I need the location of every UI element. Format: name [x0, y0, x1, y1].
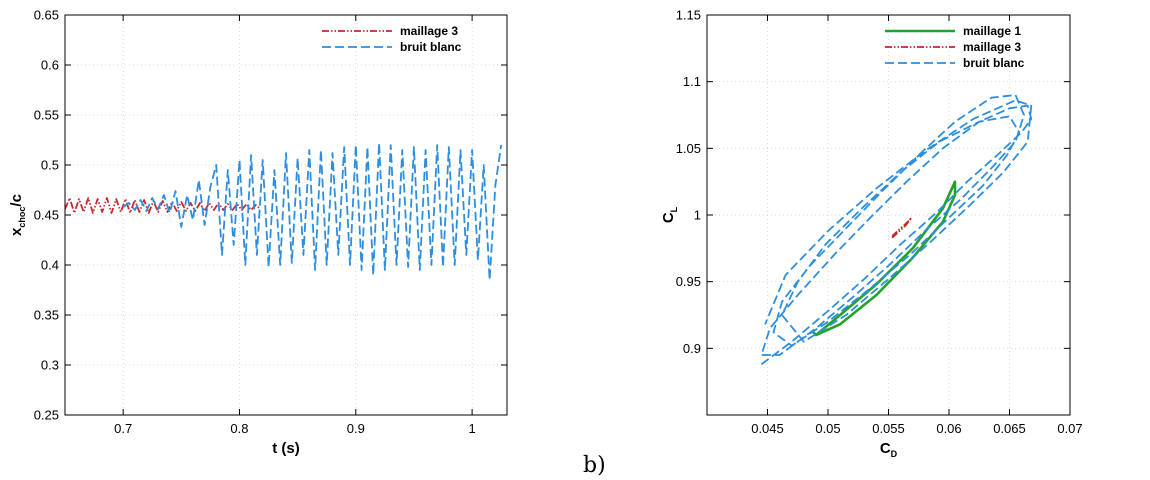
label-suffix: /c — [8, 194, 25, 207]
y-tick-label: 0.6 — [41, 58, 59, 73]
x-tick-label: 0.8 — [230, 421, 248, 436]
x-tick-label: 0.06 — [936, 421, 961, 436]
label-subscript: D — [891, 449, 898, 459]
y-tick-label: 0.95 — [676, 274, 701, 289]
label-main: t (s) — [272, 440, 300, 457]
chart-xchoc-vs-time: 0.7 0.8 0.9 1 0.25 0.3 0.35 0.4 0.45 0.5 0.55 0.6 0.… — [8, 8, 508, 457]
y-tick-label: 0.5 — [41, 158, 59, 173]
label-main: C — [880, 440, 891, 457]
y-tick-label: 0.9 — [683, 341, 701, 356]
legend: maillage 1 maillage 3 bruit blanc — [885, 24, 1025, 70]
x-tick-label: 0.065 — [993, 421, 1026, 436]
label-subscript: choc — [17, 207, 27, 228]
grid — [65, 14, 507, 416]
label-main: C — [660, 212, 677, 223]
x-tick-label: 1 — [468, 421, 475, 436]
y-tick-label: 1.15 — [676, 8, 701, 23]
x-tick-label: 0.9 — [347, 421, 365, 436]
x-tick-label: 0.07 — [1057, 421, 1082, 436]
y-tick-label: 1.05 — [676, 141, 701, 156]
y-tick-label: 0.25 — [34, 408, 59, 423]
grid — [707, 14, 1071, 415]
legend-label: bruit blanc — [400, 40, 462, 54]
y-tick-label: 0.3 — [41, 358, 59, 373]
y-axis-label: CL — [660, 206, 679, 223]
y-tick-label: 0.45 — [34, 208, 59, 223]
series-line-maillage-3 — [891, 216, 913, 239]
series-line-bruit-blanc — [122, 142, 503, 281]
y-axis-label: xchoc/c — [8, 194, 27, 236]
series-line-maillage-3 — [65, 197, 261, 214]
x-tick-label: 0.05 — [815, 421, 840, 436]
series-group — [760, 94, 1033, 366]
legend-label: maillage 3 — [963, 40, 1021, 54]
series-group — [65, 142, 503, 281]
legend-label: maillage 3 — [400, 24, 458, 38]
y-tick-label: 0.55 — [34, 108, 59, 123]
y-tick-label: 0.65 — [34, 8, 59, 23]
legend-label: bruit blanc — [963, 56, 1025, 70]
label-main: x — [8, 227, 25, 236]
series-line-bruit-blanc — [760, 94, 1033, 366]
label-subscript: L — [669, 206, 679, 212]
y-tick-label: 0.35 — [34, 308, 59, 323]
series-line-maillage-1 — [812, 180, 957, 337]
x-axis-label: t (s) — [272, 440, 300, 457]
y-tick-label: 0.4 — [41, 258, 59, 273]
y-tick-label: 1.1 — [683, 74, 701, 89]
x-tick-label: 0.7 — [114, 421, 132, 436]
x-tick-label: 0.055 — [872, 421, 905, 436]
y-tick-label: 1 — [694, 208, 701, 223]
legend-label: maillage 1 — [963, 24, 1021, 38]
panel-tag: b) — [583, 453, 606, 478]
legend: maillage 3 bruit blanc — [322, 24, 462, 54]
x-tick-label: 0.045 — [751, 421, 784, 436]
chart-cl-vs-cd: 0.045 0.05 0.055 0.06 0.065 0.07 0.9 0.95 1 1.05 1… — [660, 8, 1083, 460]
x-axis-label: CD — [880, 440, 898, 459]
